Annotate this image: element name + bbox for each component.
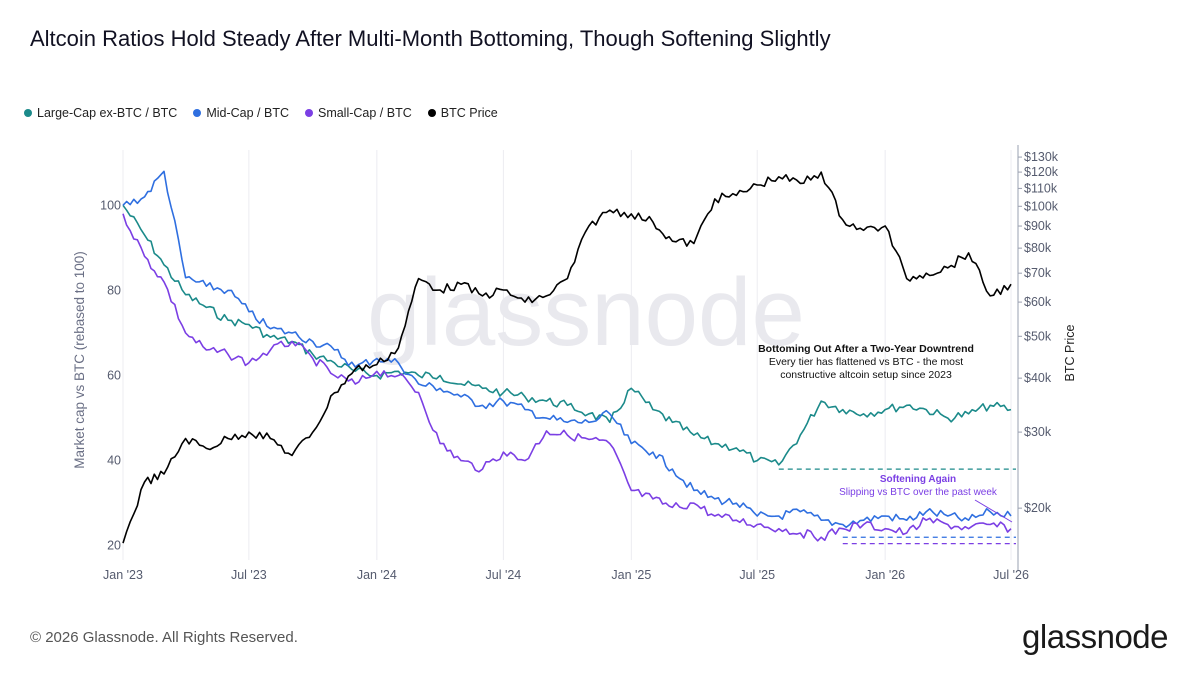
y-tick-label: 40: [107, 454, 121, 468]
x-tick-label: Jul '24: [486, 568, 522, 582]
y2-tick-label: $70k: [1024, 266, 1052, 280]
x-tick-label: Jan '23: [103, 568, 143, 582]
y2-tick-label: $30k: [1024, 425, 1052, 439]
annotation-bottoming-title: Bottoming Out After a Two-Year Downtrend: [758, 343, 974, 355]
y-tick-label: 80: [107, 283, 121, 297]
x-tick-label: Jan '25: [611, 568, 651, 582]
y2-tick-label: $20k: [1024, 501, 1052, 515]
legend-dot-mid-cap: [193, 109, 202, 117]
y2-tick-label: $80k: [1024, 241, 1052, 255]
chart-title: Altcoin Ratios Hold Steady After Multi-M…: [30, 26, 831, 51]
series-small-cap-line: [122, 213, 1012, 542]
series-large-cap-line: [122, 204, 1012, 466]
y-tick-label: 100: [100, 198, 121, 212]
chart-axes: Jan '23 Jul '23 Jan '24 Jul '24 Jan '25 Jul '…: [72, 145, 1077, 582]
legend-dot-btc-price: [427, 109, 436, 117]
legend-label-btc-price: BTC Price: [440, 106, 498, 120]
chart-annotations: Bottoming Out After a Two-Year Downtrend…: [758, 343, 1013, 523]
y2-tick-label: $40k: [1024, 371, 1052, 385]
y2-axis-title: BTC Price: [1063, 324, 1077, 381]
chart-series: [122, 170, 1012, 544]
annotation-bottoming-line2: constructive altcoin setup since 2023: [780, 369, 952, 381]
legend-item-btc-price[interactable]: BTC Price: [427, 106, 498, 120]
y2-tick-label: $50k: [1024, 329, 1052, 343]
y2-tick-label: $120k: [1024, 165, 1059, 179]
legend-dot-large-cap: [24, 109, 32, 117]
y-axis-title: Market cap vs BTC (rebased to 100): [72, 251, 87, 469]
annotation-softening-subtitle: Slipping vs BTC over the past week: [839, 487, 998, 498]
annotation-bottoming-line1: Every tier has flattened vs BTC - the mo…: [769, 356, 963, 368]
legend-dot-small-cap: [304, 109, 313, 117]
y2-tick-label: $110k: [1024, 181, 1058, 195]
y2-tick-label: $90k: [1024, 219, 1052, 233]
watermark: glassnode: [367, 259, 805, 366]
y2-tick-label: $130k: [1024, 150, 1059, 164]
reference-lines: [778, 468, 1016, 545]
y-tick-label: 60: [107, 369, 121, 383]
legend-label-mid-cap: Mid-Cap / BTC: [206, 106, 289, 120]
x-tick-label: Jul '23: [231, 568, 267, 582]
brand-logo: glassnode: [1022, 618, 1168, 655]
y2-tick-label: $60k: [1024, 295, 1052, 309]
x-tick-label: Jul '26: [993, 568, 1029, 582]
legend-label-small-cap: Small-Cap / BTC: [317, 106, 412, 120]
y2-tick-label: $100k: [1024, 199, 1059, 213]
legend-label-large-cap: Large-Cap ex-BTC / BTC: [37, 106, 178, 120]
x-tick-label: Jan '24: [357, 568, 397, 582]
annotation-softening-arrow: [974, 499, 1013, 523]
copyright-footer: © 2026 Glassnode. All Rights Reserved.: [30, 629, 298, 646]
x-tick-label: Jan '26: [865, 568, 905, 582]
y-tick-label: 20: [107, 539, 121, 553]
x-tick-label: Jul '25: [739, 568, 775, 582]
chart-grid: [122, 150, 1012, 560]
legend-item-small-cap[interactable]: Small-Cap / BTC: [304, 106, 412, 120]
legend-item-large-cap[interactable]: Large-Cap ex-BTC / BTC: [24, 106, 177, 120]
legend-item-mid-cap[interactable]: Mid-Cap / BTC: [193, 106, 289, 120]
annotation-softening-title: Softening Again: [880, 474, 956, 485]
series-mid-cap-line: [122, 170, 1012, 529]
chart-legend: Large-Cap ex-BTC / BTC Mid-Cap / BTC Sma…: [24, 106, 498, 120]
series-btc-price-line: [122, 171, 1012, 544]
